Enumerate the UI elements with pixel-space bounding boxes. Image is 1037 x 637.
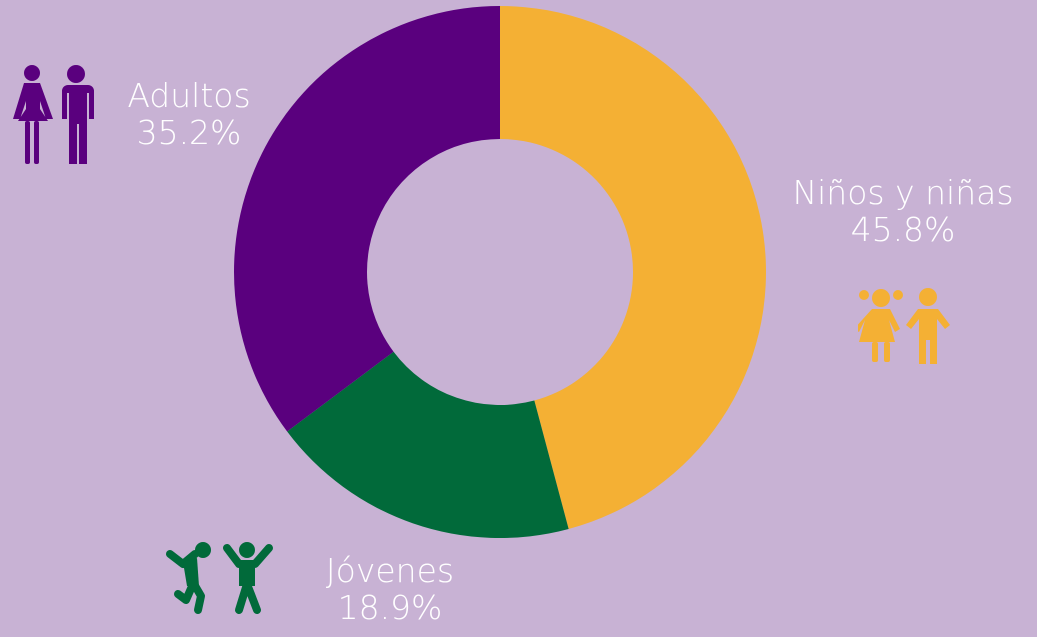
donut-slice-0 [500, 6, 766, 529]
slice-label-jovenes: Jóvenes [325, 551, 455, 590]
slice-value-ninos: 45.8% [850, 209, 956, 249]
label-adultos: Adultos 35.2% [108, 76, 270, 152]
slice-value-jovenes: 18.9% [337, 587, 443, 627]
slice-label-adultos: Adultos [127, 76, 251, 115]
donut-slice-2 [234, 6, 500, 432]
youth-jumping-icon [166, 542, 273, 614]
slice-value-adultos: 35.2% [136, 112, 242, 152]
children-icon [858, 288, 950, 364]
label-ninos: Niños y niñas 45.8% [770, 173, 1036, 249]
label-jovenes: Jóvenes 18.9% [300, 551, 480, 627]
adults-couple-icon [13, 65, 94, 164]
donut-slice-1 [287, 351, 569, 538]
slice-label-ninos: Niños y niñas [792, 173, 1014, 212]
